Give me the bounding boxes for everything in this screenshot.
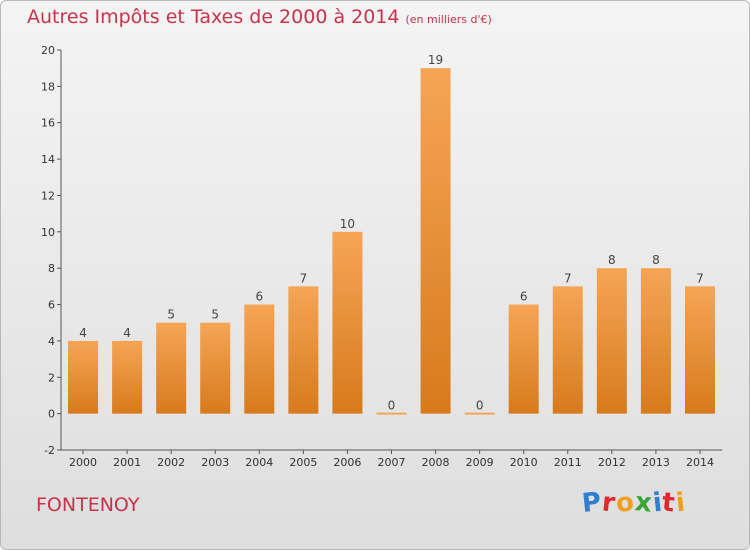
data-label: 7 <box>696 271 704 285</box>
x-tick-label: 2014 <box>686 456 714 469</box>
y-tick-label: 20 <box>41 44 55 57</box>
x-tick-label: 2008 <box>422 456 450 469</box>
x-tick-label: 2009 <box>466 456 494 469</box>
y-tick-label: 14 <box>41 153 55 166</box>
y-tick-label: 18 <box>41 80 55 93</box>
x-tick-label: 2010 <box>510 456 538 469</box>
bar <box>200 322 231 414</box>
x-tick-label: 2012 <box>598 456 626 469</box>
chart-title: Autres Impôts et Taxes de 2000 à 2014 (en… <box>27 6 492 28</box>
data-label: 4 <box>123 326 131 340</box>
commune-name: FONTENOY <box>36 494 140 516</box>
data-label: 0 <box>476 399 484 413</box>
logo-letter: i <box>674 487 688 519</box>
x-tick-label: 2011 <box>554 456 582 469</box>
x-tick-label: 2013 <box>642 456 670 469</box>
bar <box>244 304 275 414</box>
y-tick-label: 2 <box>48 371 55 384</box>
y-tick-label: 12 <box>41 189 55 202</box>
data-label: 7 <box>564 271 572 285</box>
data-label: 5 <box>167 308 175 322</box>
x-tick-label: 2007 <box>378 456 406 469</box>
bar <box>640 268 671 414</box>
x-tick-label: 2000 <box>69 456 97 469</box>
chart-subtitle: (en milliers d'€) <box>405 13 492 26</box>
y-tick-label: 8 <box>48 262 55 275</box>
x-tick-label: 2006 <box>333 456 361 469</box>
data-label: 5 <box>211 308 219 322</box>
bar <box>112 340 143 414</box>
bar <box>508 304 539 414</box>
data-label: 6 <box>255 290 263 304</box>
chart-title-main: Autres Impôts et Taxes de 2000 à 2014 <box>27 6 400 28</box>
data-label: 19 <box>428 53 443 67</box>
data-label: 10 <box>340 217 355 231</box>
bar <box>376 412 407 415</box>
y-tick-label: 6 <box>48 299 55 312</box>
bar <box>552 286 583 414</box>
y-tick-label: -2 <box>44 444 55 457</box>
bar <box>288 286 319 414</box>
data-label: 8 <box>608 253 616 267</box>
x-tick-label: 2002 <box>157 456 185 469</box>
x-tick-label: 2004 <box>245 456 273 469</box>
bar <box>420 68 451 414</box>
data-label: 8 <box>652 253 660 267</box>
y-tick-label: 10 <box>41 226 55 239</box>
bar <box>68 340 99 414</box>
proxiti-logo: Proxiti <box>580 487 688 519</box>
x-tick-label: 2001 <box>113 456 141 469</box>
data-label: 4 <box>79 326 87 340</box>
data-label: 7 <box>300 271 308 285</box>
data-label: 6 <box>520 290 528 304</box>
x-tick-label: 2005 <box>289 456 317 469</box>
bar <box>332 231 363 414</box>
x-tick-label: 2003 <box>201 456 229 469</box>
bar <box>684 286 715 414</box>
y-tick-label: 0 <box>48 408 55 421</box>
y-tick-label: 16 <box>41 117 55 130</box>
bar <box>156 322 187 414</box>
bar <box>596 268 627 414</box>
y-tick-label: 4 <box>48 335 55 348</box>
data-label: 0 <box>388 399 396 413</box>
bar <box>464 412 495 415</box>
